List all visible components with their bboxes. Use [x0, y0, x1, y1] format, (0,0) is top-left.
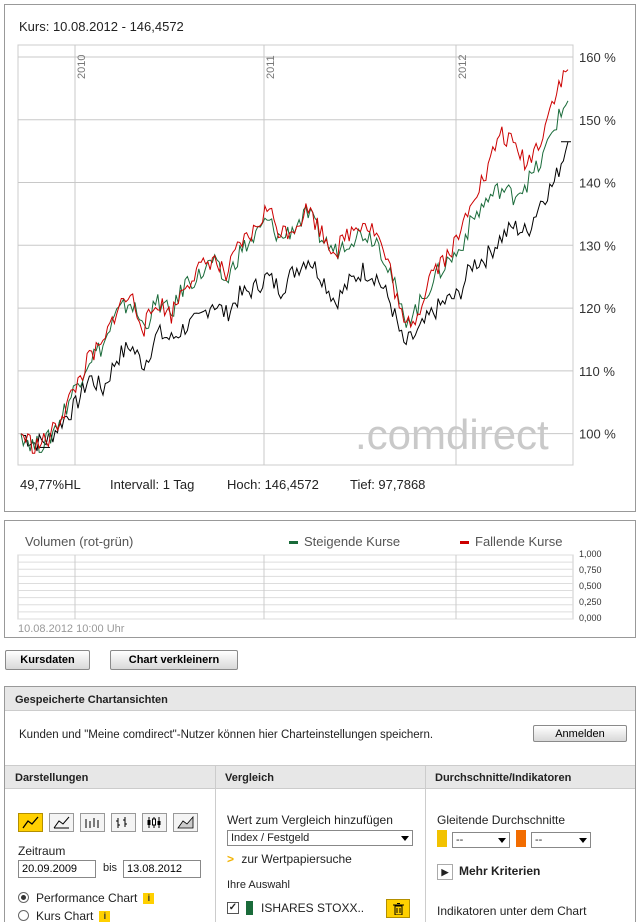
- zeitraum-label: Zeitraum: [18, 844, 66, 858]
- hlc-bars-icon: [116, 817, 127, 828]
- info-icon[interactable]: i: [99, 911, 111, 923]
- delete-selection-button[interactable]: [386, 899, 410, 918]
- volume-y-tick-label: 0,500: [579, 581, 602, 591]
- volume-y-tick-label: 0,250: [579, 597, 602, 607]
- mountain-chart-type-button[interactable]: [49, 813, 74, 832]
- y-tick-label: 140 %: [579, 176, 616, 191]
- info-icon[interactable]: i: [143, 893, 155, 905]
- kurs-chart-option: Kurs Chart i: [36, 909, 111, 923]
- ma2-color-swatch: [516, 830, 526, 847]
- selection-checkbox[interactable]: ✓: [227, 902, 239, 914]
- saved-views-title: Gespeicherte Chartansichten: [5, 687, 635, 711]
- legend-fallende: Fallende Kurse: [460, 534, 562, 549]
- kursdaten-button[interactable]: Kursdaten: [5, 650, 90, 670]
- stat-tief: Tief: 97,7868: [350, 477, 426, 492]
- ma1-color-swatch: [437, 830, 447, 847]
- vergleich-add-label: Wert zum Vergleich hinzufügen: [227, 813, 393, 827]
- legend-up-label: Steigende Kurse: [304, 534, 401, 549]
- vergleich-type-value: Index / Festgeld: [231, 832, 310, 844]
- volume-title: Volumen (rot-grün): [25, 534, 134, 549]
- plot-area: [17, 44, 574, 466]
- y-tick-label: 100 %: [579, 427, 616, 442]
- gleitende-label: Gleitende Durchschnitte: [437, 813, 566, 827]
- area-chart-type-button[interactable]: [173, 813, 198, 832]
- y-tick-label: 160 %: [579, 50, 616, 65]
- wertpapiersuche-link[interactable]: > zur Wertpapiersuche: [227, 852, 352, 866]
- performance-chart-option: Performance Chart i: [36, 891, 155, 905]
- y-tick-label: 120 %: [579, 301, 616, 316]
- series-line: [20, 69, 569, 454]
- darstellungen-header: Darstellungen: [5, 765, 215, 789]
- line-chart-icon: [22, 816, 39, 829]
- vergleich-header: Vergleich: [215, 765, 425, 789]
- date-from-input[interactable]: [18, 860, 96, 878]
- year-label: 2011: [265, 55, 277, 79]
- volume-y-tick-label: 1,000: [579, 549, 602, 559]
- mehr-kriterien-label: Mehr Kriterien: [459, 864, 541, 879]
- chevron-down-icon: [579, 838, 587, 843]
- legend-up-swatch: [289, 541, 298, 545]
- ohlc-bars-icon: [85, 818, 99, 828]
- price-chart[interactable]: 160 % 150 % 140 % 130 % 120 % 110 % 100 % 2010 2…: [5, 5, 635, 511]
- vergleich-type-select[interactable]: Index / Festgeld: [227, 830, 413, 846]
- y-tick-label: 110 %: [579, 364, 615, 379]
- series-line: [20, 141, 569, 452]
- play-arrow-icon: ▶: [437, 864, 453, 880]
- line-chart-type-button[interactable]: [18, 813, 43, 832]
- saved-views-text: Kunden und "Meine comdirect"-Nutzer könn…: [19, 729, 434, 741]
- mehr-kriterien-link[interactable]: ▶ Mehr Kriterien: [437, 864, 540, 880]
- y-tick-label: 130 %: [579, 238, 616, 253]
- ma1-select[interactable]: --: [452, 832, 510, 848]
- volume-chart: 1,000 0,750 0,500 0,250 0,000: [17, 549, 602, 623]
- ihre-auswahl-label: Ihre Auswahl: [227, 879, 290, 891]
- kurs-chart-label: Kurs Chart: [36, 909, 94, 923]
- price-chart-panel: 160 % 150 % 140 % 130 % 120 % 110 % 100 % 2010 2…: [4, 4, 636, 512]
- ma2-select[interactable]: --: [531, 832, 591, 848]
- saved-views-panel: Gespeicherte Chartansichten Kunden und "…: [4, 686, 636, 923]
- mountain-chart-icon: [53, 816, 70, 829]
- wertpapiersuche-label: zur Wertpapiersuche: [241, 852, 352, 866]
- volume-panel: 1,000 0,750 0,500 0,250 0,000 Volumen (rot-g…: [4, 520, 636, 638]
- chevron-down-icon: [401, 836, 409, 841]
- stat-hoch: Hoch: 146,4572: [227, 477, 319, 492]
- y-tick-label: 150 %: [579, 113, 616, 128]
- legend-steigende: Steigende Kurse: [289, 534, 400, 549]
- legend-down-label: Fallende Kurse: [475, 534, 563, 549]
- stat-intervall: Intervall: 1 Tag: [110, 477, 195, 492]
- trash-icon: [392, 902, 404, 915]
- chevron-right-icon: >: [227, 852, 235, 866]
- year-label: 2010: [76, 55, 88, 79]
- volume-y-tick-label: 0,000: [579, 613, 602, 623]
- ma2-value: --: [535, 834, 543, 846]
- volume-y-tick-label: 0,750: [579, 565, 602, 575]
- indikatoren-label: Indikatoren unter dem Chart: [437, 904, 587, 918]
- stat-hl: 49,77%HL: [20, 477, 81, 492]
- chart-header: Kurs: 10.08.2012 - 146,4572: [19, 19, 184, 34]
- selection-color-swatch: [246, 901, 253, 915]
- performance-chart-label: Performance Chart: [36, 891, 138, 905]
- candlestick-chart-type-button[interactable]: [142, 813, 167, 832]
- candlestick-icon: [147, 817, 161, 828]
- ohlc-chart-type-button[interactable]: [80, 813, 105, 832]
- ma1-value: --: [456, 834, 464, 846]
- area-chart-icon: [177, 816, 194, 829]
- anmelden-button[interactable]: Anmelden: [533, 725, 627, 742]
- year-label: 2012: [457, 55, 469, 79]
- date-to-input[interactable]: [123, 860, 201, 878]
- bis-label: bis: [103, 862, 118, 874]
- volume-plot-area: [17, 554, 574, 620]
- chevron-down-icon: [498, 838, 506, 843]
- performance-chart-radio[interactable]: [18, 892, 29, 903]
- selection-name: ISHARES STOXX..: [261, 901, 365, 915]
- hlc-chart-type-button[interactable]: [111, 813, 136, 832]
- durchschnitte-header: Durchschnitte/Indikatoren: [425, 765, 635, 789]
- volume-timestamp: 10.08.2012 10:00 Uhr: [18, 623, 125, 635]
- kurs-chart-radio[interactable]: [18, 910, 29, 921]
- watermark-logo: .comdirect: [355, 411, 549, 458]
- chart-verkleinern-button[interactable]: Chart verkleinern: [110, 650, 238, 670]
- legend-down-swatch: [460, 541, 469, 545]
